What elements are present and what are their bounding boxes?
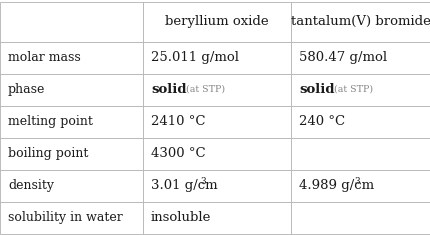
Text: beryllium oxide: beryllium oxide (165, 15, 269, 28)
Bar (0, 1, 143, 42)
Text: 25.011 g/mol: 25.011 g/mol (151, 51, 239, 64)
Text: solid: solid (299, 83, 335, 96)
Bar (0, 201, 143, 234)
Bar (0, 106, 143, 137)
Bar (291, 42, 430, 74)
Bar (143, 137, 291, 169)
Text: 2410 °C: 2410 °C (151, 115, 206, 128)
Bar (143, 169, 291, 201)
Bar (0, 169, 143, 201)
Text: 580.47 g/mol: 580.47 g/mol (299, 51, 387, 64)
Text: melting point: melting point (8, 115, 93, 128)
Text: solubility in water: solubility in water (8, 211, 123, 224)
Bar (291, 106, 430, 137)
Bar (0, 42, 143, 74)
Bar (291, 137, 430, 169)
Bar (143, 201, 291, 234)
Text: insoluble: insoluble (151, 211, 212, 224)
Text: density: density (8, 179, 54, 192)
Text: (at STP): (at STP) (329, 85, 374, 94)
Text: molar mass: molar mass (8, 51, 81, 64)
Bar (291, 201, 430, 234)
Text: 3: 3 (200, 177, 206, 186)
Text: (at STP): (at STP) (181, 85, 226, 94)
Bar (143, 74, 291, 106)
Bar (291, 169, 430, 201)
Bar (291, 1, 430, 42)
Text: tantalum(V) bromide: tantalum(V) bromide (291, 15, 430, 28)
Bar (0, 137, 143, 169)
Text: 4300 °C: 4300 °C (151, 147, 206, 160)
Bar (291, 74, 430, 106)
Text: 240 °C: 240 °C (299, 115, 345, 128)
Text: solid: solid (151, 83, 187, 96)
Bar (143, 1, 291, 42)
Bar (143, 42, 291, 74)
Text: 3.01 g/cm: 3.01 g/cm (151, 179, 218, 192)
Text: phase: phase (8, 83, 46, 96)
Bar (143, 106, 291, 137)
Bar (0, 74, 143, 106)
Text: boiling point: boiling point (8, 147, 89, 160)
Text: 4.989 g/cm: 4.989 g/cm (299, 179, 374, 192)
Text: 3: 3 (354, 177, 359, 186)
